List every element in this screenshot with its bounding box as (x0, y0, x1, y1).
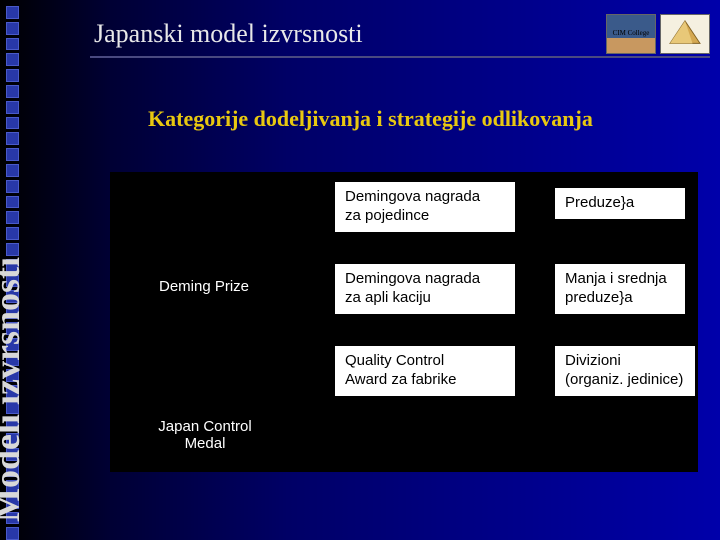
decorative-square (6, 22, 19, 35)
decorative-square (6, 211, 19, 224)
diagram-light-box-col2: Preduze}a (555, 188, 685, 219)
decorative-square (6, 117, 19, 130)
decorative-square (6, 148, 19, 161)
decorative-square (6, 101, 19, 114)
decorative-square (6, 38, 19, 51)
diagram-dark-node: Japan ControlMedal (140, 418, 270, 452)
decorative-square (6, 69, 19, 82)
logo-group: CIM College (606, 14, 710, 54)
decorative-square (6, 164, 19, 177)
slide-title: Japanski model izvrsnosti (94, 19, 363, 49)
decorative-square (6, 243, 19, 256)
diagram-light-box-col1: Demingova nagradaza pojedince (335, 182, 515, 232)
diagram-light-box-col2: Divizioni(organiz. jedinice) (555, 346, 695, 396)
decorative-square (6, 6, 19, 19)
decorative-square (6, 132, 19, 145)
vertical-section-label: Modeli izvrsnosti (0, 257, 28, 522)
diagram-dark-node: Deming Prize (144, 278, 264, 295)
slide-subtitle: Kategorije dodeljivanja i strategije odl… (148, 106, 593, 132)
slide-header: Japanski model izvrsnosti CIM College (94, 14, 710, 54)
decorative-square (6, 227, 19, 240)
diagram-light-box-col1: Quality ControlAward za fabrike (335, 346, 515, 396)
decorative-square (6, 196, 19, 209)
decorative-square (6, 527, 19, 540)
decorative-square (6, 53, 19, 66)
diagram-light-box-col1: Demingova nagradaza apli kaciju (335, 264, 515, 314)
header-underline (90, 56, 710, 58)
cim-college-logo: CIM College (606, 14, 656, 54)
decorative-square (6, 180, 19, 193)
diagram-area: Deming Prize Japan ControlMedal Demingova … (110, 172, 698, 472)
pyramid-logo (660, 14, 710, 54)
diagram-light-box-col2: Manja i srednjapreduze}a (555, 264, 685, 314)
decorative-square (6, 85, 19, 98)
